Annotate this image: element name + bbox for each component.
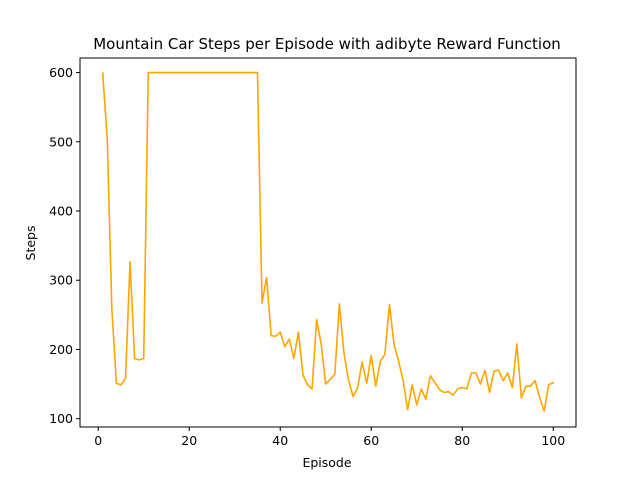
x-tick-label: 60 bbox=[363, 433, 379, 448]
y-tick-label: 200 bbox=[49, 342, 73, 357]
y-tick-label: 500 bbox=[49, 134, 73, 149]
x-tick-label: 80 bbox=[454, 433, 470, 448]
y-tick-label: 100 bbox=[49, 411, 73, 426]
plot-frame bbox=[79, 57, 577, 428]
y-axis-title: Steps bbox=[23, 226, 38, 261]
y-tick-label: 600 bbox=[49, 65, 73, 80]
x-tick-label: 100 bbox=[541, 433, 565, 448]
y-tick-label: 300 bbox=[49, 273, 73, 288]
x-tick-label: 0 bbox=[94, 433, 102, 448]
y-tick-label: 400 bbox=[49, 204, 73, 219]
x-axis-title: Episode bbox=[302, 455, 351, 470]
plot-area: 0 20 40 60 80 100 100 200 300 400 500 600 bbox=[49, 57, 577, 448]
x-tick-label: 20 bbox=[181, 433, 197, 448]
chart-title: Mountain Car Steps per Episode with adib… bbox=[93, 35, 561, 53]
series-line-0 bbox=[101, 71, 555, 412]
x-tick-label: 40 bbox=[272, 433, 288, 448]
